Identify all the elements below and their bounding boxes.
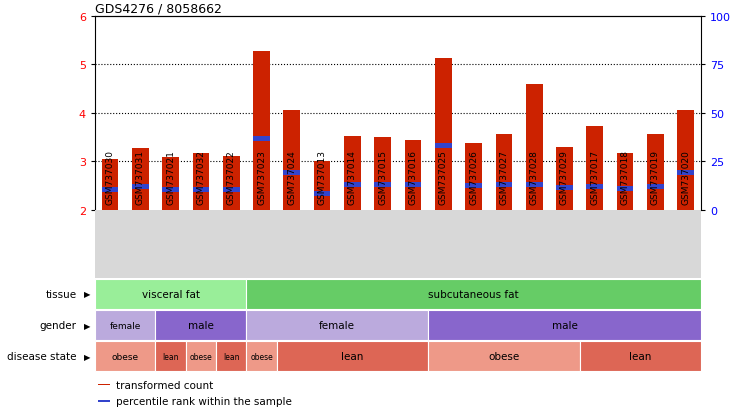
- Bar: [435, 59, 452, 211]
- Text: disease state: disease state: [7, 351, 77, 361]
- Bar: [428, 341, 580, 371]
- Bar: [496, 135, 512, 211]
- Bar: [223, 156, 239, 211]
- Bar: [344, 137, 361, 211]
- Text: lean: lean: [162, 352, 179, 361]
- Bar: [162, 157, 179, 211]
- Bar: [253, 52, 270, 211]
- Text: lean: lean: [629, 351, 651, 361]
- Text: lean: lean: [341, 351, 364, 361]
- Bar: [496, 183, 512, 188]
- Text: transformed count: transformed count: [116, 380, 213, 390]
- Bar: [526, 183, 542, 188]
- Bar: [95, 341, 155, 371]
- Bar: [465, 144, 482, 211]
- Bar: [617, 154, 634, 211]
- Bar: [374, 138, 391, 211]
- Bar: [193, 154, 210, 211]
- Bar: [247, 311, 428, 340]
- Bar: [98, 384, 110, 385]
- Bar: [647, 185, 664, 190]
- Bar: [155, 341, 186, 371]
- Bar: [586, 127, 603, 211]
- Bar: [186, 341, 216, 371]
- Bar: [617, 186, 634, 191]
- Bar: [677, 111, 694, 211]
- Bar: [314, 162, 331, 211]
- Text: obese: obese: [250, 352, 273, 361]
- Bar: [247, 341, 277, 371]
- Text: male: male: [552, 320, 577, 330]
- Bar: [677, 171, 694, 176]
- Bar: [247, 280, 701, 309]
- Text: GDS4276 / 8058662: GDS4276 / 8058662: [95, 2, 222, 15]
- Bar: [526, 85, 542, 211]
- Bar: [647, 135, 664, 211]
- Bar: [132, 149, 149, 211]
- Bar: [95, 280, 247, 309]
- Bar: [556, 185, 573, 190]
- Bar: [216, 341, 247, 371]
- Bar: [556, 147, 573, 211]
- Text: gender: gender: [39, 320, 77, 330]
- Bar: [283, 111, 300, 211]
- Bar: [586, 185, 603, 190]
- Bar: [223, 188, 239, 192]
- Text: female: female: [110, 321, 141, 330]
- Text: lean: lean: [223, 352, 239, 361]
- Text: subcutaneous fat: subcutaneous fat: [429, 289, 519, 299]
- Text: obese: obese: [190, 352, 212, 361]
- Bar: [277, 341, 428, 371]
- Bar: [253, 137, 270, 142]
- Text: ▶: ▶: [84, 321, 91, 330]
- Text: obese: obese: [112, 352, 139, 361]
- Bar: [404, 140, 421, 211]
- Bar: [162, 188, 179, 193]
- Text: visceral fat: visceral fat: [142, 289, 199, 299]
- Bar: [101, 188, 118, 192]
- Bar: [101, 160, 118, 211]
- Text: ▶: ▶: [84, 290, 91, 299]
- Text: percentile rank within the sample: percentile rank within the sample: [116, 396, 292, 406]
- Bar: [193, 188, 210, 192]
- Bar: [374, 183, 391, 188]
- Bar: [435, 144, 452, 149]
- Bar: [344, 183, 361, 188]
- Bar: [132, 185, 149, 190]
- Bar: [155, 311, 247, 340]
- Bar: [404, 183, 421, 188]
- Bar: [95, 311, 155, 340]
- Text: obese: obese: [488, 351, 520, 361]
- Bar: [580, 341, 701, 371]
- Text: female: female: [319, 320, 356, 330]
- Bar: [465, 184, 482, 189]
- Bar: [283, 171, 300, 176]
- Bar: [428, 311, 701, 340]
- Text: male: male: [188, 320, 214, 330]
- Text: ▶: ▶: [84, 352, 91, 361]
- Text: tissue: tissue: [45, 289, 77, 299]
- Bar: [98, 401, 110, 402]
- Bar: [314, 191, 331, 196]
